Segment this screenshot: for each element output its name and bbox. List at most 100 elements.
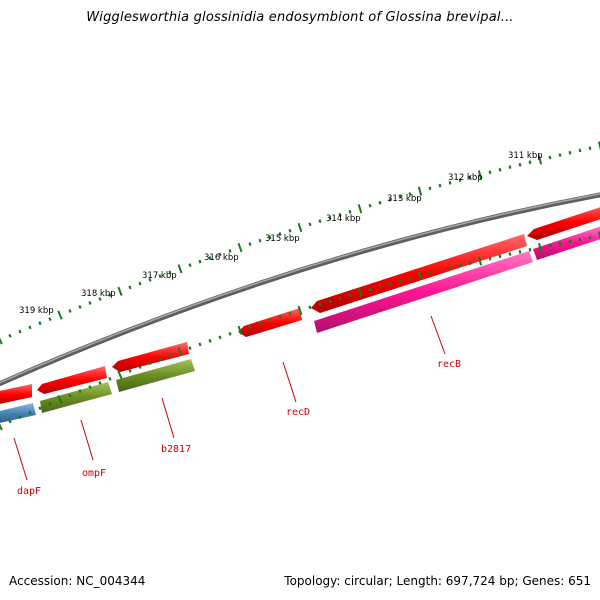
inner-tick-minor xyxy=(208,338,212,343)
scale-labels: 311 kbp 312 kbp 313 kbp 314 kbp 315 kbp 316 k… xyxy=(19,151,543,316)
outer-tick-minor xyxy=(258,238,262,243)
label-ompF: ompF xyxy=(82,468,106,479)
outer-tick-minor xyxy=(558,153,562,157)
inner-tick-minor xyxy=(448,266,452,270)
outer-tick-minor xyxy=(588,146,592,151)
outer-tick-minor xyxy=(248,242,252,246)
label-recB: recB xyxy=(437,359,461,370)
outer-tick-major xyxy=(357,204,363,214)
inner-tick-minor xyxy=(368,287,372,292)
inner-tick-major xyxy=(417,271,423,281)
inner-tick-minor xyxy=(468,261,472,266)
inner-tick-minor xyxy=(388,282,392,286)
inner-tick-minor xyxy=(138,365,142,369)
outer-tick-minor xyxy=(278,232,282,236)
outer-tick-minor xyxy=(328,216,332,220)
gene-dapF[interactable] xyxy=(0,403,36,424)
gene-recB-b[interactable] xyxy=(533,225,600,260)
outer-tick-minor xyxy=(88,301,92,305)
outer-tick-major xyxy=(417,186,423,196)
inner-tick-minor xyxy=(68,393,72,398)
kbp-label: 318 kbp xyxy=(81,289,116,299)
outer-tick-minor xyxy=(448,181,452,185)
outer-tick-major xyxy=(237,242,243,253)
kbp-label: 313 kbp xyxy=(387,194,422,204)
outer-tick-minor xyxy=(378,200,382,205)
outer-tick-major xyxy=(537,155,543,165)
inner-tick-minor xyxy=(288,311,292,316)
inner-tick-minor xyxy=(588,235,592,240)
outer-tick-major xyxy=(177,264,183,274)
inner-tick-minor xyxy=(558,241,562,246)
inner-tick-minor xyxy=(198,342,202,347)
outer-tick-minor xyxy=(528,160,532,165)
kbp-label: 312 kbp xyxy=(448,173,483,183)
outer-tick-minor xyxy=(318,219,322,223)
inner-tick-major xyxy=(177,347,183,357)
inner-tick-minor xyxy=(158,357,162,362)
inner-tick-minor xyxy=(308,305,312,310)
gene-recB-a[interactable] xyxy=(314,251,533,333)
cds-feature[interactable] xyxy=(238,308,302,337)
gene-b2817[interactable] xyxy=(116,359,195,392)
inner-tick-minor xyxy=(258,321,262,326)
outer-tick-minor xyxy=(68,309,72,313)
inner-tick-minor xyxy=(428,271,432,275)
outer-tick-minor xyxy=(388,198,392,202)
inner-tick-major xyxy=(478,256,482,266)
gene-ompF[interactable] xyxy=(40,382,112,413)
outer-tick-major xyxy=(598,141,600,151)
inner-tick-minor xyxy=(578,237,582,242)
inner-tick-minor xyxy=(168,353,172,358)
inner-tick-minor xyxy=(488,256,492,261)
outer-tick-minor xyxy=(28,325,32,330)
outer-tick-minor xyxy=(218,252,222,257)
backbone-ring xyxy=(0,192,600,387)
outer-tick-minor xyxy=(8,333,12,338)
outer-tick-minor xyxy=(138,281,142,286)
outer-tick-minor xyxy=(288,228,292,233)
cds-feature[interactable] xyxy=(0,384,32,405)
cds-feature[interactable] xyxy=(37,366,107,394)
inner-tick-minor xyxy=(228,331,232,336)
inner-tick-minor xyxy=(248,325,252,329)
inner-tick-minor xyxy=(78,389,82,394)
scale-ticks-outer xyxy=(0,141,600,345)
inner-tick-minor xyxy=(498,254,502,259)
outer-tick-minor xyxy=(18,329,22,334)
inner-tick-minor xyxy=(398,279,402,283)
inner-tick-minor xyxy=(108,376,112,381)
accession-label: Accession: NC_004344 xyxy=(9,574,146,588)
inner-tick-major xyxy=(357,287,363,297)
outer-tick-minor xyxy=(498,167,502,172)
kbp-label: 317 kbp xyxy=(142,271,177,281)
kbp-label: 316 kbp xyxy=(204,253,239,263)
inner-tick-minor xyxy=(188,346,192,351)
genome-summary: Topology: circular; Length: 697,724 bp; … xyxy=(284,574,591,588)
inner-tick-major xyxy=(117,370,123,380)
inner-tick-minor xyxy=(438,268,442,273)
outer-tick-minor xyxy=(468,175,472,180)
inner-tick-minor xyxy=(218,335,222,340)
inner-tick-minor xyxy=(378,284,382,289)
outer-tick-minor xyxy=(228,249,232,253)
cds-feature[interactable] xyxy=(112,342,189,372)
outer-tick-minor xyxy=(38,321,42,326)
label-b2817: b2817 xyxy=(161,444,191,455)
outer-tick-minor xyxy=(408,192,412,196)
kbp-label: 315 kbp xyxy=(265,234,300,244)
outer-tick-minor xyxy=(438,183,442,188)
inner-tick-minor xyxy=(128,368,132,373)
cds-feature[interactable] xyxy=(527,204,600,240)
inner-tick-minor xyxy=(548,243,552,248)
inner-tick-minor xyxy=(458,263,462,268)
inner-tick-minor xyxy=(28,410,32,415)
outer-tick-minor xyxy=(508,165,512,169)
label-recD: recD xyxy=(286,407,310,418)
inner-tick-major xyxy=(297,305,303,316)
inner-tick-major xyxy=(57,395,63,405)
inner-tick-minor xyxy=(268,318,272,323)
inner-tick-major xyxy=(237,325,243,335)
outer-tick-minor xyxy=(338,212,342,217)
